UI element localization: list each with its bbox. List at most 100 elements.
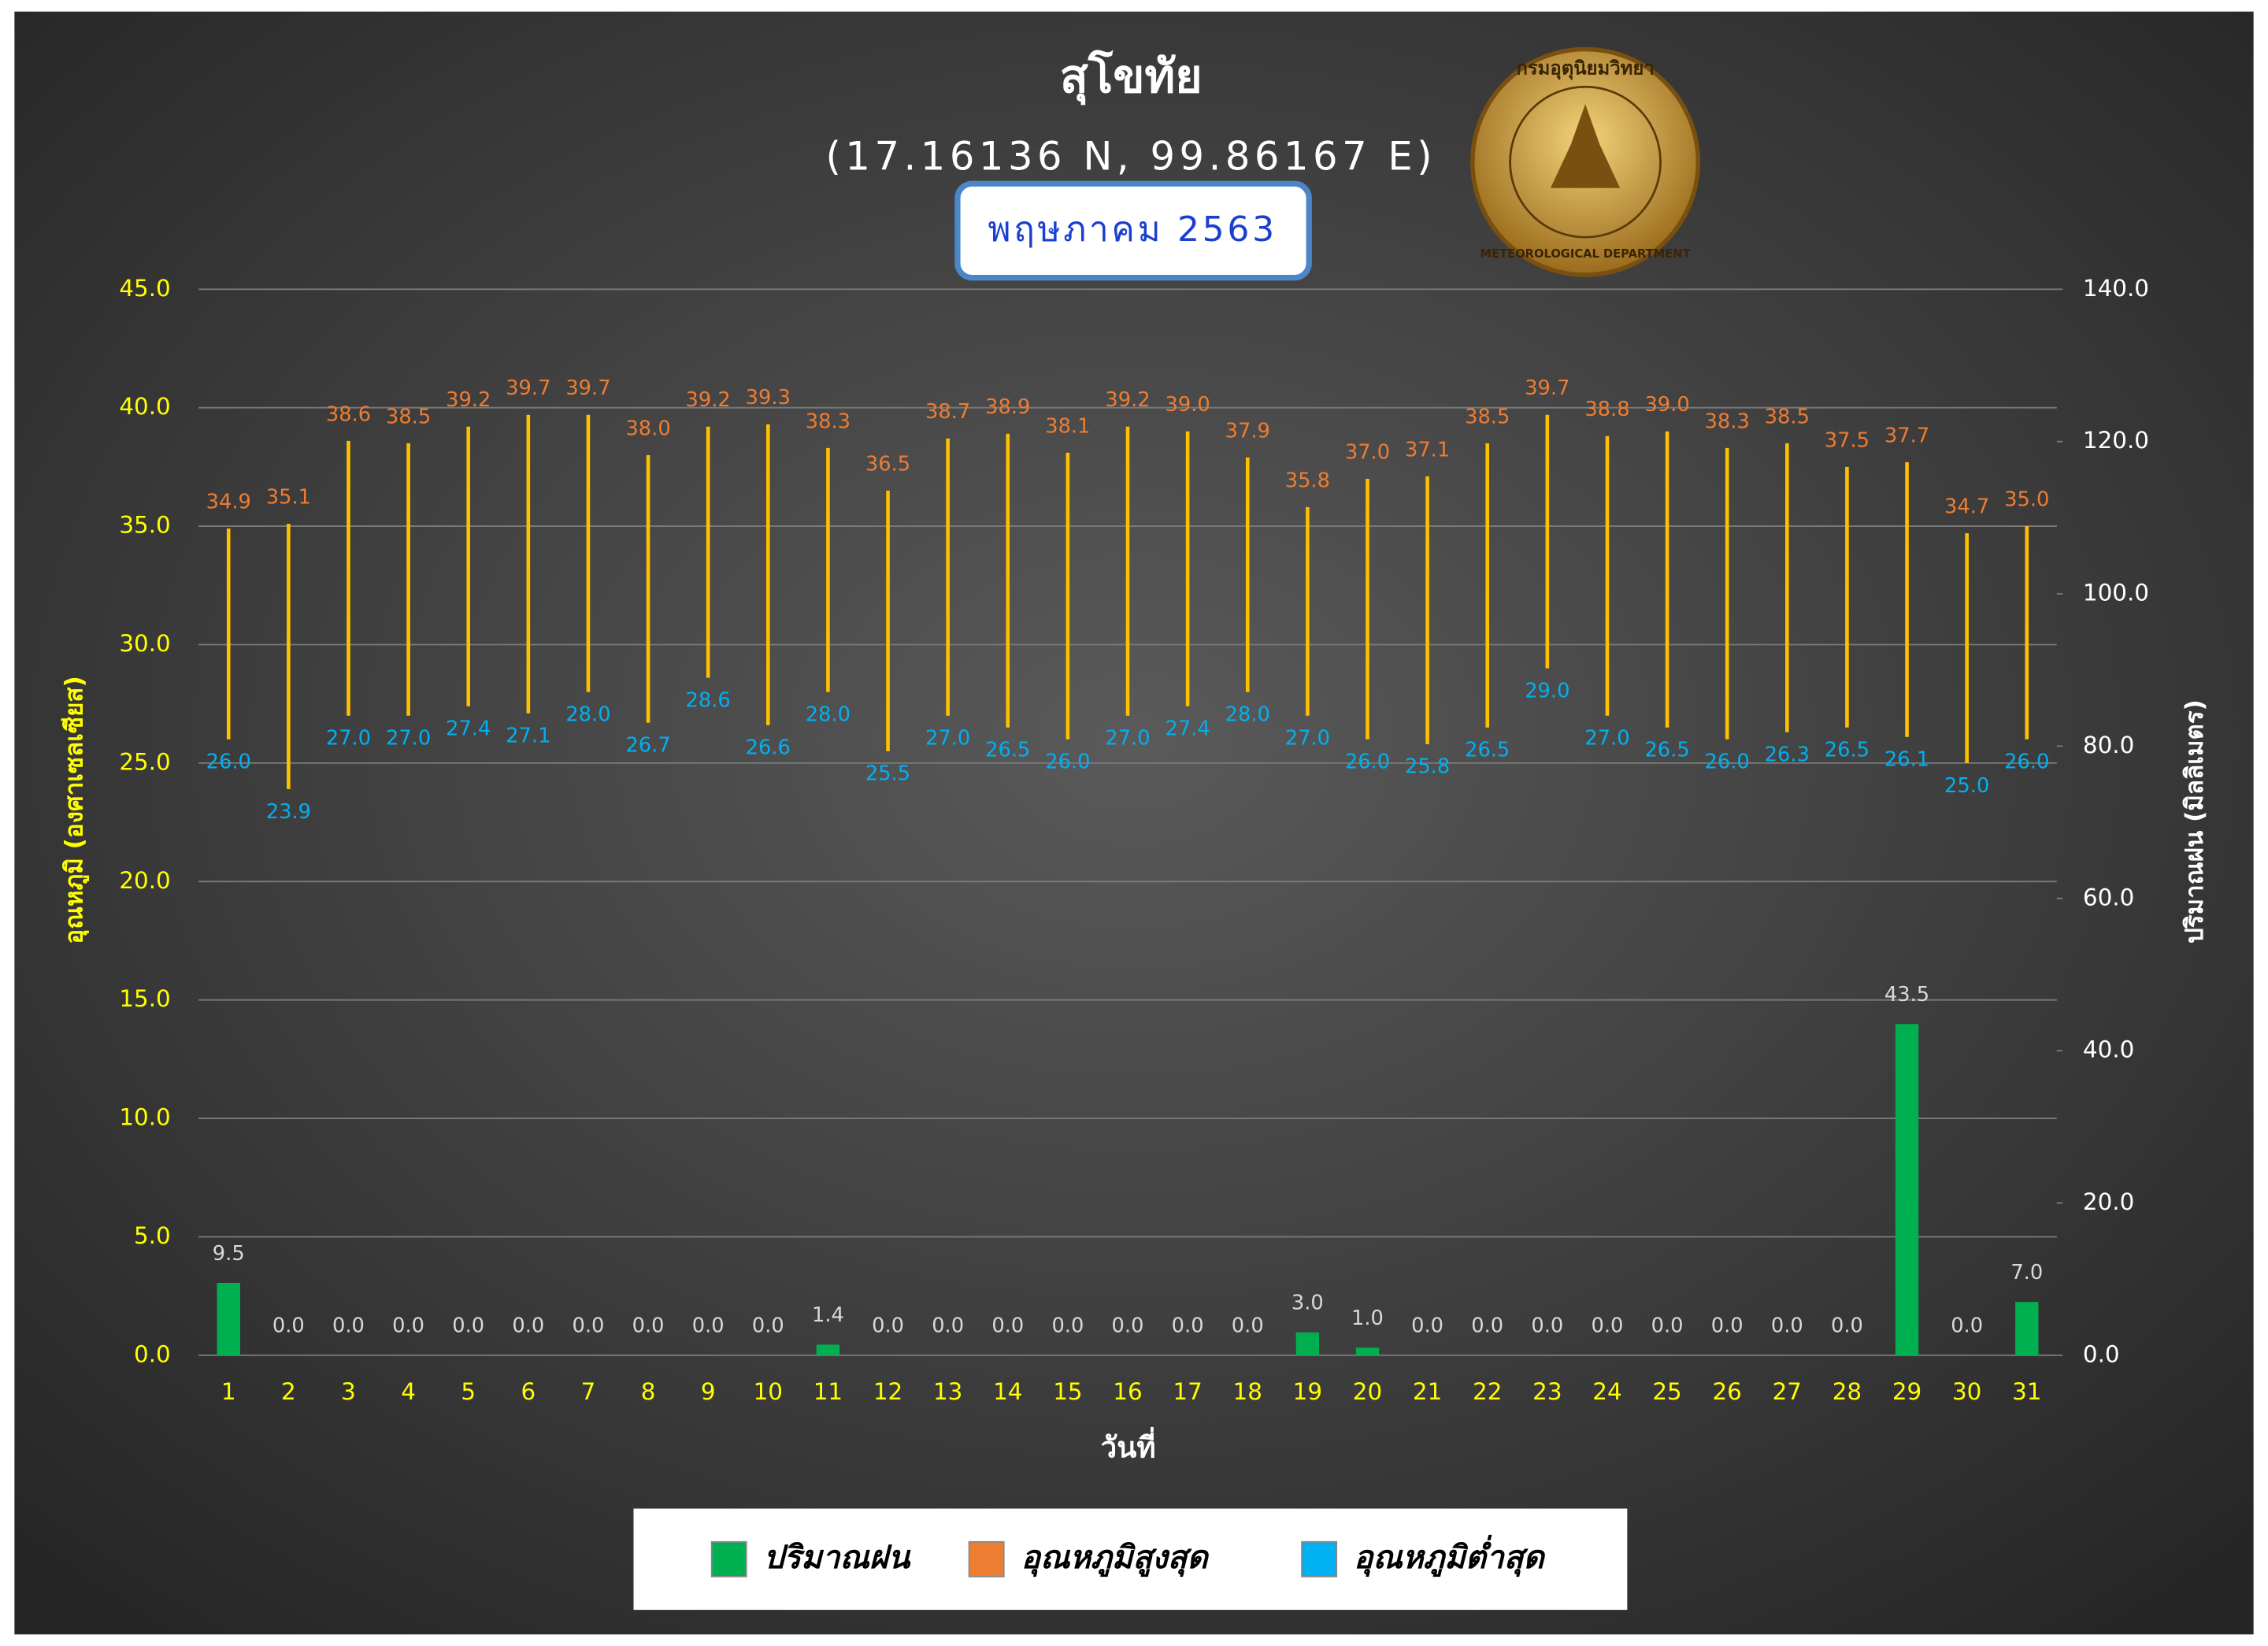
logo-figure [1550,104,1621,188]
x-tick-label: 8 [641,1378,656,1405]
legend-label: อุณหภูมิต่ำสุด [1354,1534,1546,1577]
rain-label: 0.0 [1531,1314,1563,1338]
min-label: 26.0 [1045,751,1090,774]
x-tick-label: 24 [1592,1378,1621,1405]
max-label: 39.0 [1166,393,1210,417]
x-tick-label: 20 [1353,1378,1382,1405]
x-tick-label: 6 [521,1378,536,1405]
max-label: 38.8 [1584,398,1629,421]
rain-bar [1295,1332,1320,1355]
min-label: 27.0 [326,727,371,751]
max-label: 38.5 [1765,405,1810,428]
rain-label: 3.0 [1292,1292,1324,1315]
background [14,11,2254,1635]
max-label: 39.7 [1525,376,1569,400]
max-label: 39.2 [686,388,731,412]
rain-label: 0.0 [1232,1314,1264,1338]
y2-tick-label: 0.0 [2083,1340,2120,1367]
min-label: 28.6 [686,688,731,712]
max-label: 37.9 [1225,419,1270,443]
x-tick-label: 27 [1773,1378,1802,1405]
logo-ring [1509,85,1662,239]
x-tick-label: 14 [993,1378,1022,1405]
legend-label: อุณหภูมิสูงสุด [1021,1538,1210,1577]
rain-label: 9.5 [213,1242,245,1266]
min-label: 28.0 [1225,703,1270,727]
rain-label: 0.0 [991,1314,1024,1338]
x-tick-label: 12 [873,1378,902,1405]
y2-tick-label: 60.0 [2083,884,2134,910]
chart-title: สุโขทัย [1060,49,1203,106]
max-label: 39.0 [1644,393,1689,417]
max-label: 36.5 [865,452,910,476]
max-label: 37.7 [1884,424,1929,447]
max-label: 37.0 [1345,440,1390,464]
x-tick-label: 7 [581,1378,596,1405]
min-label: 26.3 [1765,743,1810,767]
x-axis-title: วันที่ [1101,1427,1156,1465]
min-label: 28.0 [806,703,850,727]
min-label: 25.0 [1944,774,1989,798]
min-label: 27.0 [925,727,970,751]
min-label: 26.0 [1345,751,1390,774]
rain-label: 0.0 [1411,1314,1443,1338]
max-label: 35.8 [1285,469,1330,492]
rain-label: 0.0 [1051,1314,1084,1338]
rain-label: 0.0 [692,1314,724,1338]
logo-text-english: METEOROLOGICAL DEPARTMENT [1480,247,1691,261]
legend [633,1508,1628,1611]
y-tick-label: 45.0 [119,275,170,302]
x-tick-label: 2 [281,1378,296,1405]
y2-tick-label: 40.0 [2083,1036,2134,1063]
min-label: 27.4 [1166,717,1210,741]
max-label: 37.1 [1405,438,1450,462]
rain-label: 0.0 [1112,1314,1144,1338]
min-label: 26.0 [1705,751,1750,774]
max-label: 35.1 [266,486,311,510]
min-label: 27.0 [1105,727,1150,751]
rain-label: 0.0 [452,1314,484,1338]
max-label: 38.3 [806,410,850,433]
max-label: 38.7 [925,400,970,424]
y-tick-label: 40.0 [119,393,170,420]
legend-swatch [1301,1540,1338,1577]
legend-label: ปริมาณฝน [764,1538,911,1576]
x-tick-label: 21 [1413,1378,1442,1405]
min-label: 27.0 [1285,727,1330,751]
max-label: 38.5 [386,405,431,428]
rain-label: 0.0 [932,1314,964,1338]
min-label: 26.0 [2004,751,2049,774]
min-label: 27.1 [506,725,550,748]
max-label: 39.7 [565,376,610,400]
rain-label: 0.0 [512,1314,544,1338]
x-tick-label: 4 [401,1378,416,1405]
rain-label: 0.0 [1172,1314,1204,1338]
max-label: 38.9 [985,395,1030,419]
y2-tick-label: 80.0 [2083,732,2134,758]
y-tick-label: 10.0 [119,1104,170,1131]
y-tick-label: 0.0 [134,1340,171,1367]
y-tick-label: 5.0 [134,1222,171,1249]
max-label: 38.6 [326,402,371,426]
rain-label: 0.0 [1592,1314,1624,1338]
max-label: 35.0 [2004,488,2049,512]
y-tick-label: 15.0 [119,985,170,1012]
min-label: 26.5 [985,739,1030,762]
y-tick-label: 20.0 [119,867,170,894]
rain-label: 43.5 [1884,983,1929,1007]
max-label: 39.2 [1105,388,1150,412]
x-tick-label: 1 [221,1378,236,1405]
min-label: 28.0 [565,703,610,727]
min-label: 27.0 [1584,727,1629,751]
max-label: 38.0 [625,417,670,440]
rain-bar [1355,1348,1380,1355]
min-label: 26.5 [1465,739,1510,762]
y2-axis-title: ปริมาณฝน (มิลลิเมตร) [2181,699,2209,943]
y2-tick-label: 120.0 [2083,427,2149,454]
x-tick-label: 29 [1892,1378,1922,1405]
x-tick-label: 23 [1532,1378,1562,1405]
rain-label: 1.4 [812,1303,844,1327]
rain-label: 0.0 [1831,1314,1863,1338]
max-label: 39.2 [446,388,491,412]
